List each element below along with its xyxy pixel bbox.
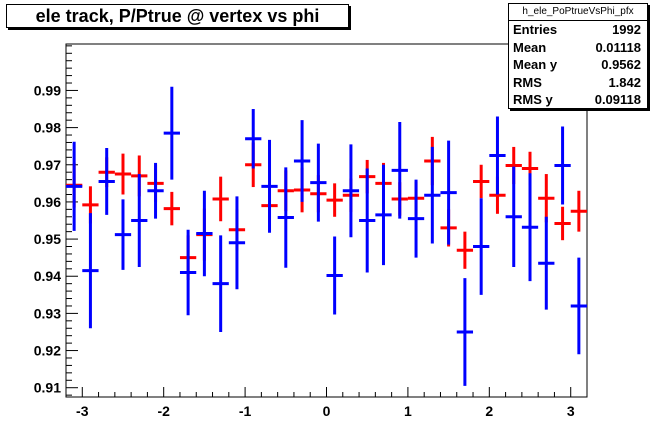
stats-row-rms: RMS 1.842 [509,74,647,92]
stats-row-mean: Mean 0.01118 [509,39,647,57]
data-point [245,109,262,169]
data-point [456,231,474,269]
axis-ticks [65,45,588,397]
y-tick-label: 0.91 [34,380,61,396]
data-point [391,122,408,219]
data-point [570,190,587,232]
x-tick-label: 1 [404,403,412,419]
y-tick-label: 0.94 [34,268,61,284]
y-tick-label: 0.93 [34,305,61,321]
data-point [179,229,197,316]
series-1 [66,86,587,386]
data-point [212,235,229,332]
plot-frame [65,43,588,398]
x-tick-label: -2 [157,403,170,419]
data-point [440,140,457,245]
stats-value: 0.9562 [601,57,641,72]
data-point [163,86,180,180]
stats-value: 1992 [612,22,641,37]
y-tick-label: 0.97 [34,157,61,173]
x-tick-label: 2 [485,403,493,419]
data-point [554,206,571,241]
data-point [82,213,99,329]
data-point [489,116,506,195]
data-point [326,236,343,315]
stats-histogram-name: h_ele_PoPtrueVsPhi_pfx [509,4,647,21]
data-point [424,146,441,244]
data-point [326,183,343,217]
stats-value: 0.01118 [595,39,641,55]
stats-row-mean-y: Mean y 0.9562 [509,56,647,74]
stats-label: Entries [513,22,558,37]
data-point [521,173,539,282]
data-point [342,144,360,238]
x-tick-label: -3 [76,403,89,419]
data-point [375,164,392,266]
data-point [538,216,555,310]
y-tick-label: 0.98 [34,120,61,136]
y-tick-label: 0.99 [34,82,61,98]
data-point [554,126,571,205]
data-point [147,162,164,219]
stats-value: 1.842 [608,74,641,90]
data-point [277,167,294,268]
data-point [473,164,490,199]
data-point [114,153,132,195]
data-point [310,143,327,222]
y-tick-label: 0.92 [34,343,61,359]
x-tick-label: 3 [567,403,575,419]
data-point [98,148,115,215]
y-tick-label: 0.96 [34,194,61,210]
data-point [293,120,311,202]
data-point [570,257,587,355]
stats-label: Mean [513,39,547,55]
stats-row-entries: Entries 1992 [509,21,647,39]
x-tick-label: -1 [239,403,252,419]
stats-row-rms-y: RMS y 0.09118 [509,91,647,109]
tick-labels: -3 -2 -1 0 1 2 3 0.91 0.92 0.93 0.94 0.95 0.96 0.97 0.… [34,82,575,419]
data-point [538,174,555,223]
stats-label: Mean y [513,57,558,72]
data-point [505,166,522,267]
stats-label: RMS y [513,92,553,107]
x-tick-label: 0 [323,403,331,419]
data-point [212,176,229,222]
data-point [66,141,83,231]
data-point [456,278,474,386]
stats-box: h_ele_PoPtrueVsPhi_pfx Entries 1992 Mean… [508,3,648,109]
stats-label: RMS [513,74,542,90]
data-point [407,179,425,258]
data-point [473,198,490,295]
y-tick-label: 0.95 [34,231,61,247]
stats-value: 0.09118 [594,92,641,107]
series-layer [66,86,587,386]
data-point [114,199,132,270]
data-point [196,190,213,277]
data-point [228,196,246,290]
data-point [359,168,376,273]
plot-title: ele track, P/Ptrue @ vertex vs phi [6,4,349,28]
data-point [131,174,148,267]
data-point [163,191,180,226]
data-point [261,139,278,233]
